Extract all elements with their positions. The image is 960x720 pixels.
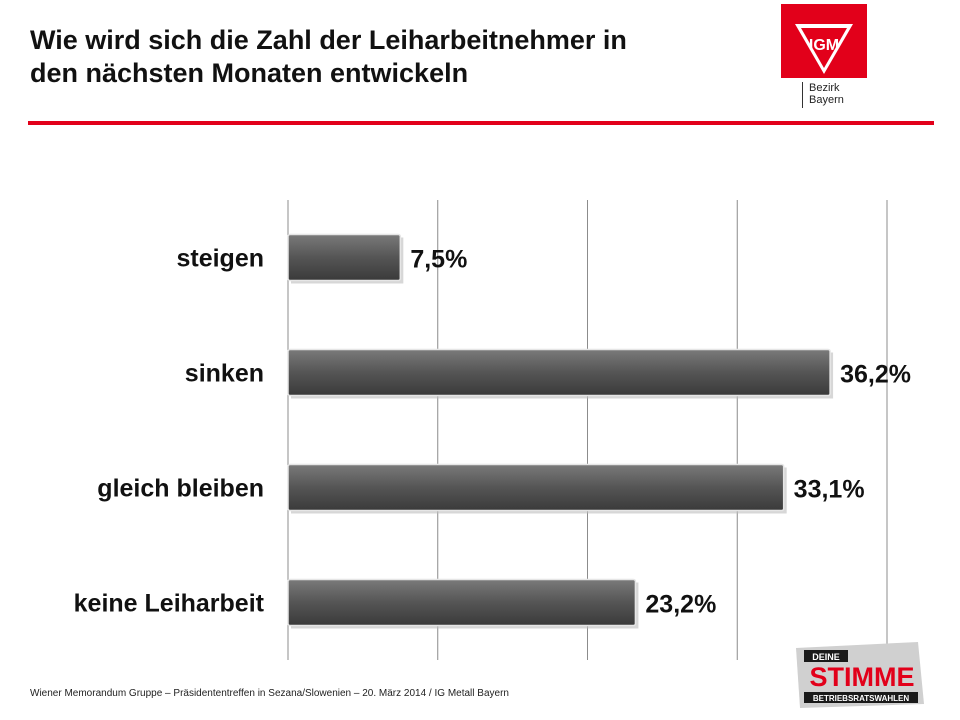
header-rule: [28, 121, 934, 125]
page-title: Wie wird sich die Zahl der Leiharbeitneh…: [30, 24, 750, 90]
region-label: Bezirk Bayern: [809, 82, 844, 106]
category-label-2: gleich bleiben: [97, 475, 264, 503]
badge-line-3: BETRIEBSRATSWAHLEN: [813, 694, 910, 703]
region-line-2: Bayern: [809, 94, 844, 106]
logo-divider: [802, 82, 803, 108]
badge-line-1: DEINE: [812, 652, 840, 662]
category-label-0: steigen: [176, 245, 264, 273]
title-line-2: den nächsten Monaten entwickeln: [30, 58, 469, 88]
deine-stimme-badge: DEINE STIMME BETRIEBSRATSWAHLEN: [796, 642, 924, 708]
value-label-0: 7,5%: [410, 246, 467, 274]
badge-line-2: STIMME: [810, 662, 915, 692]
value-label-3: 23,2%: [645, 591, 716, 619]
region-line-1: Bezirk: [809, 82, 840, 94]
bar-2: [287, 463, 785, 512]
value-label-1: 36,2%: [840, 361, 911, 389]
logo-text: IGM: [809, 37, 839, 54]
bar-0: [287, 233, 402, 282]
igm-logo: IGM: [781, 4, 867, 78]
title-line-1: Wie wird sich die Zahl der Leiharbeitneh…: [30, 25, 627, 55]
category-label-1: sinken: [185, 360, 264, 388]
value-label-2: 33,1%: [794, 476, 865, 504]
bar-1: [287, 348, 831, 397]
footer-text: Wiener Memorandum Gruppe – Präsidententr…: [30, 688, 509, 699]
category-label-3: keine Leiharbeit: [74, 590, 265, 618]
bar-3: [287, 578, 637, 627]
bar-chart: steigen 7,5% sinken 36,2% gleich bleiben 33,1…: [74, 200, 911, 660]
